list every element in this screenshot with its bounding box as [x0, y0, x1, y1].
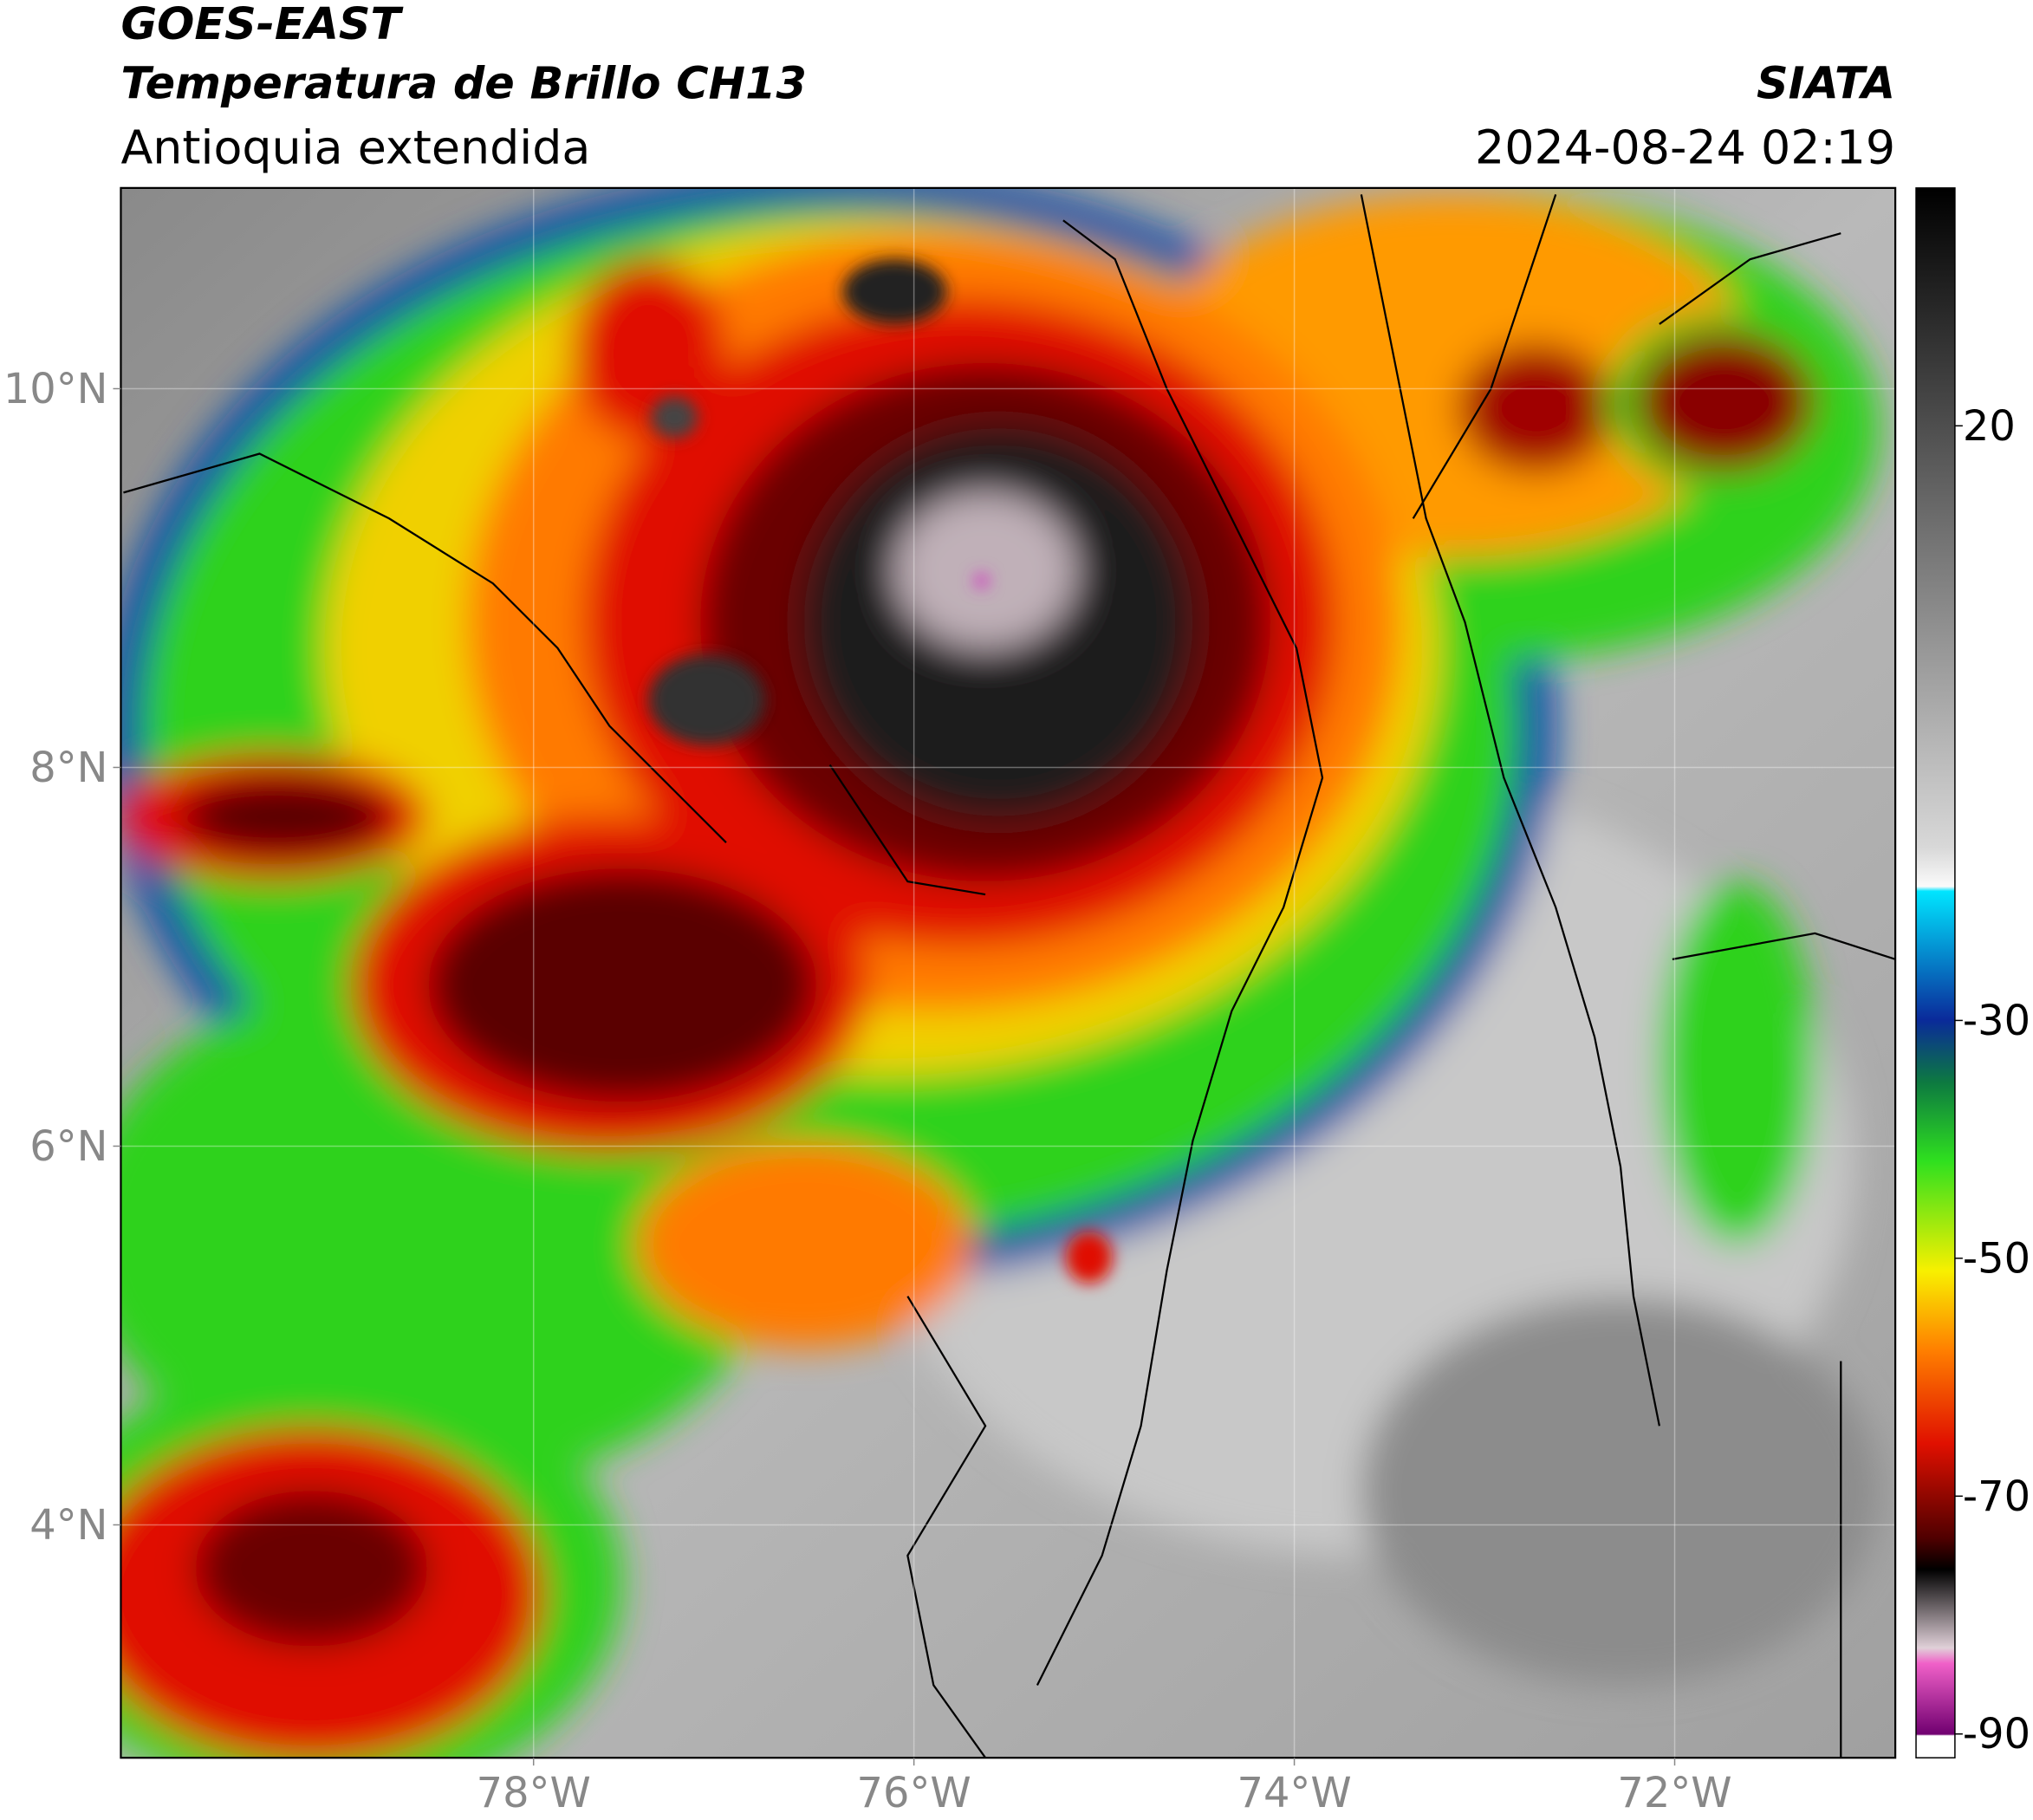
x-tick-label: 78°W — [477, 1770, 591, 1817]
satellite-image — [120, 187, 1896, 1758]
y-tick-label: 4°N — [29, 1502, 107, 1550]
y-tick-label: 6°N — [29, 1123, 107, 1171]
colorbar — [1915, 187, 1956, 1758]
title: GOES-EAST — [120, 0, 404, 49]
x-tick-label: 76°W — [857, 1770, 971, 1817]
y-tick-label: 10°N — [3, 366, 108, 413]
y-tick-label: 8°N — [29, 744, 107, 792]
colorbar-tick-label: -30 — [1963, 998, 2030, 1045]
grid — [120, 187, 1896, 1758]
colorbar-tick-label: -90 — [1963, 1711, 2030, 1758]
source: SIATA — [1757, 58, 1895, 109]
datetime: 2024-08-24 02:19 — [1475, 120, 1895, 174]
region: Antioquia extendida — [120, 120, 590, 174]
x-tick-label: 74°W — [1237, 1770, 1352, 1817]
subtitle: Temperatura de Brillo CH13 — [120, 58, 806, 109]
colorbar-tick-label: -70 — [1963, 1473, 2030, 1521]
colorbar-tick-label: 20 — [1963, 403, 2016, 451]
x-tick-label: 72°W — [1617, 1770, 1731, 1817]
colorbar-tick-label: -50 — [1963, 1235, 2030, 1283]
map-frame — [120, 186, 1897, 1759]
